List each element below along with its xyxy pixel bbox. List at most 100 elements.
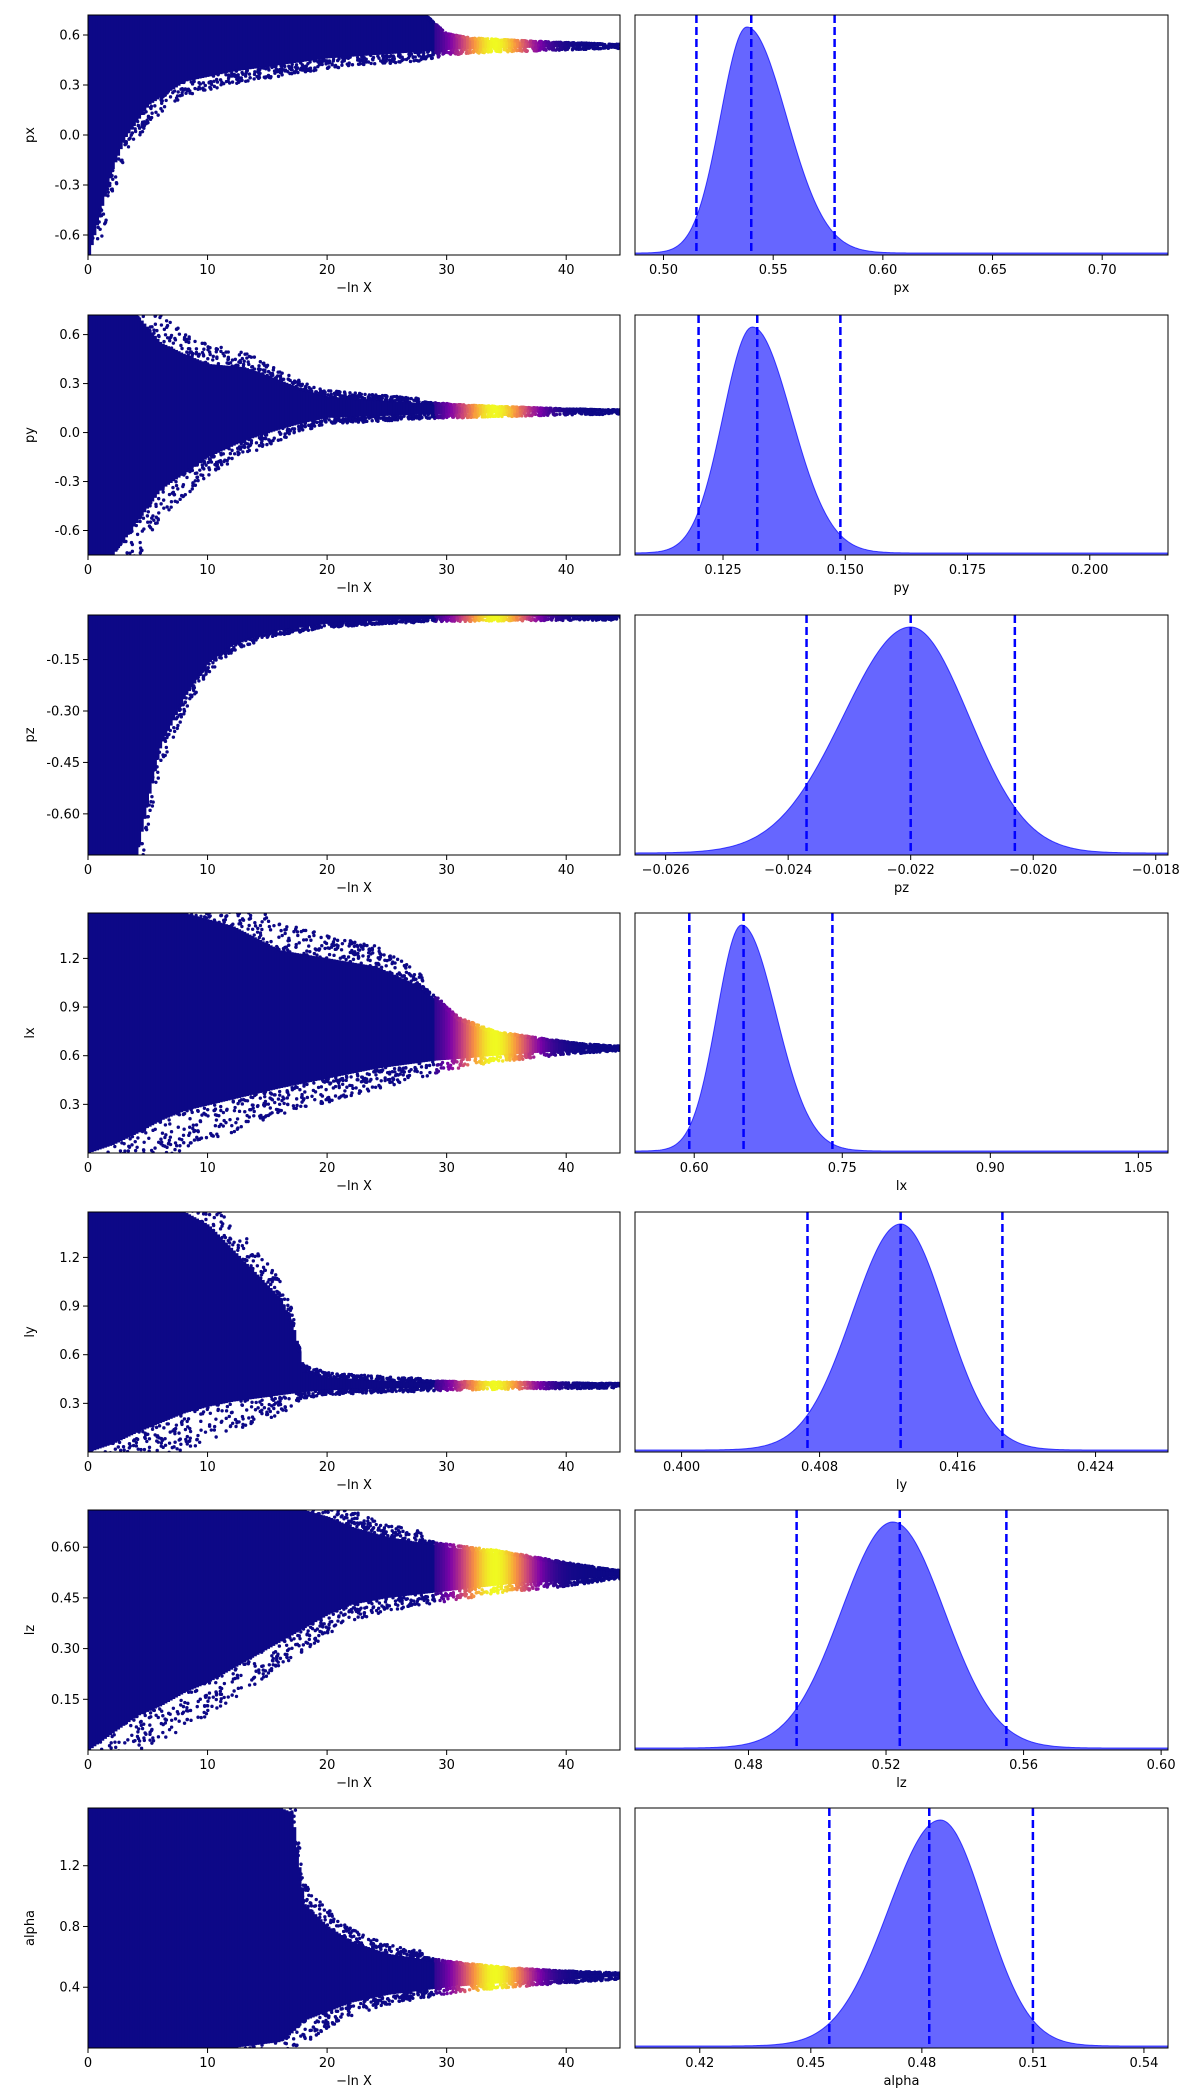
scatter-band (421, 403, 426, 415)
scatter-band (300, 15, 305, 62)
scatter-point (581, 407, 585, 411)
scatter-band (197, 917, 202, 1108)
scatter-point (129, 288, 132, 291)
scatter-point (527, 611, 530, 614)
scatter-point (257, 611, 260, 614)
scatter-point (117, 573, 120, 576)
scatter-point (188, 8, 191, 11)
scatter-point (136, 9, 139, 12)
scatter-band (137, 15, 142, 119)
scatter-point (181, 484, 185, 489)
scatter-point (162, 327, 167, 332)
scatter-band (118, 315, 123, 545)
scatter-point (381, 5, 384, 8)
scatter-point (411, 611, 414, 614)
scatter-point (503, 38, 508, 42)
x-axis-label: −ln X (336, 581, 372, 596)
scatter-point (96, 310, 99, 313)
scatter-point (443, 402, 447, 407)
scatter-point (260, 372, 265, 376)
scatter-point (138, 867, 141, 870)
scatter-point (146, 510, 151, 514)
x-tick-label: −0.020 (1009, 863, 1057, 878)
scatter-point (258, 10, 261, 13)
scatter-point (115, 869, 118, 872)
scatter-point (102, 553, 106, 555)
scatter-band (489, 40, 494, 49)
scatter-point (189, 609, 192, 612)
scatter-point (200, 4, 203, 7)
x-tick-label: 40 (558, 263, 575, 278)
scatter-band (397, 401, 402, 416)
scatter-point (137, 304, 140, 307)
scatter-point (89, 588, 92, 591)
scatter-point (227, 446, 231, 451)
scatter-point (184, 339, 188, 344)
scatter-point (392, 7, 395, 10)
scatter-point (100, 577, 103, 580)
scatter-point (273, 376, 277, 380)
scatter-point (123, 288, 126, 291)
scatter-point (202, 476, 206, 481)
scatter-point (193, 479, 197, 483)
scatter-band (529, 408, 533, 413)
scatter-point (211, 74, 216, 78)
scatter-point (270, 634, 275, 639)
scatter-point (299, 3, 302, 6)
y-tick-label: 0.3 (59, 79, 80, 94)
scatter-band (439, 615, 444, 619)
scatter-point (253, 7, 256, 10)
scatter-band (416, 15, 420, 53)
scatter-point (163, 333, 168, 337)
scatter-point (522, 411, 526, 416)
scatter-band (444, 34, 449, 51)
scatter-band (229, 366, 234, 447)
scatter-point (133, 129, 138, 134)
scatter-point (190, 604, 193, 607)
scatter-point (266, 608, 269, 611)
scatter-point (314, 390, 319, 394)
scatter-point (174, 96, 179, 100)
scatter-point (173, 99, 177, 103)
scatter-point (103, 583, 106, 586)
scatter-point (243, 608, 246, 611)
scatter-point (398, 619, 402, 624)
scatter-point (264, 436, 268, 441)
scatter-point (557, 611, 560, 614)
scatter-point (283, 435, 287, 439)
scatter-band (168, 913, 173, 1117)
scatter-band (216, 15, 221, 75)
scatter-band (360, 615, 365, 622)
scatter-point (103, 572, 106, 575)
scatter-point (142, 586, 145, 589)
scatter-point (477, 616, 481, 620)
scatter-point (557, 41, 561, 45)
scatter-point (158, 7, 161, 10)
scatter-point (261, 608, 264, 611)
scatter-point (193, 471, 198, 476)
scatter-point (583, 41, 587, 46)
scatter-point (376, 54, 380, 58)
scatter-band (347, 15, 352, 57)
scatter-point (94, 886, 97, 889)
scatter-point (280, 371, 284, 375)
scatter-point (311, 10, 314, 13)
scatter-point (121, 601, 124, 604)
scatter-point (459, 50, 463, 54)
scatter-point (106, 190, 110, 194)
scatter-point (375, 9, 378, 12)
scatter-point (148, 808, 152, 813)
scatter-point (555, 611, 558, 614)
scatter-point (132, 122, 136, 127)
posterior-area-group (635, 615, 1168, 855)
scatter-band (508, 40, 512, 49)
scatter-point (350, 395, 355, 399)
scatter-band (352, 398, 357, 417)
scatter-point (401, 611, 404, 614)
scatter-point (488, 412, 492, 416)
scatter-band (145, 326, 149, 509)
scatter-point (95, 286, 98, 289)
scatter-point (348, 391, 352, 395)
scatter-band (521, 408, 526, 413)
scatter-point (206, 608, 209, 611)
